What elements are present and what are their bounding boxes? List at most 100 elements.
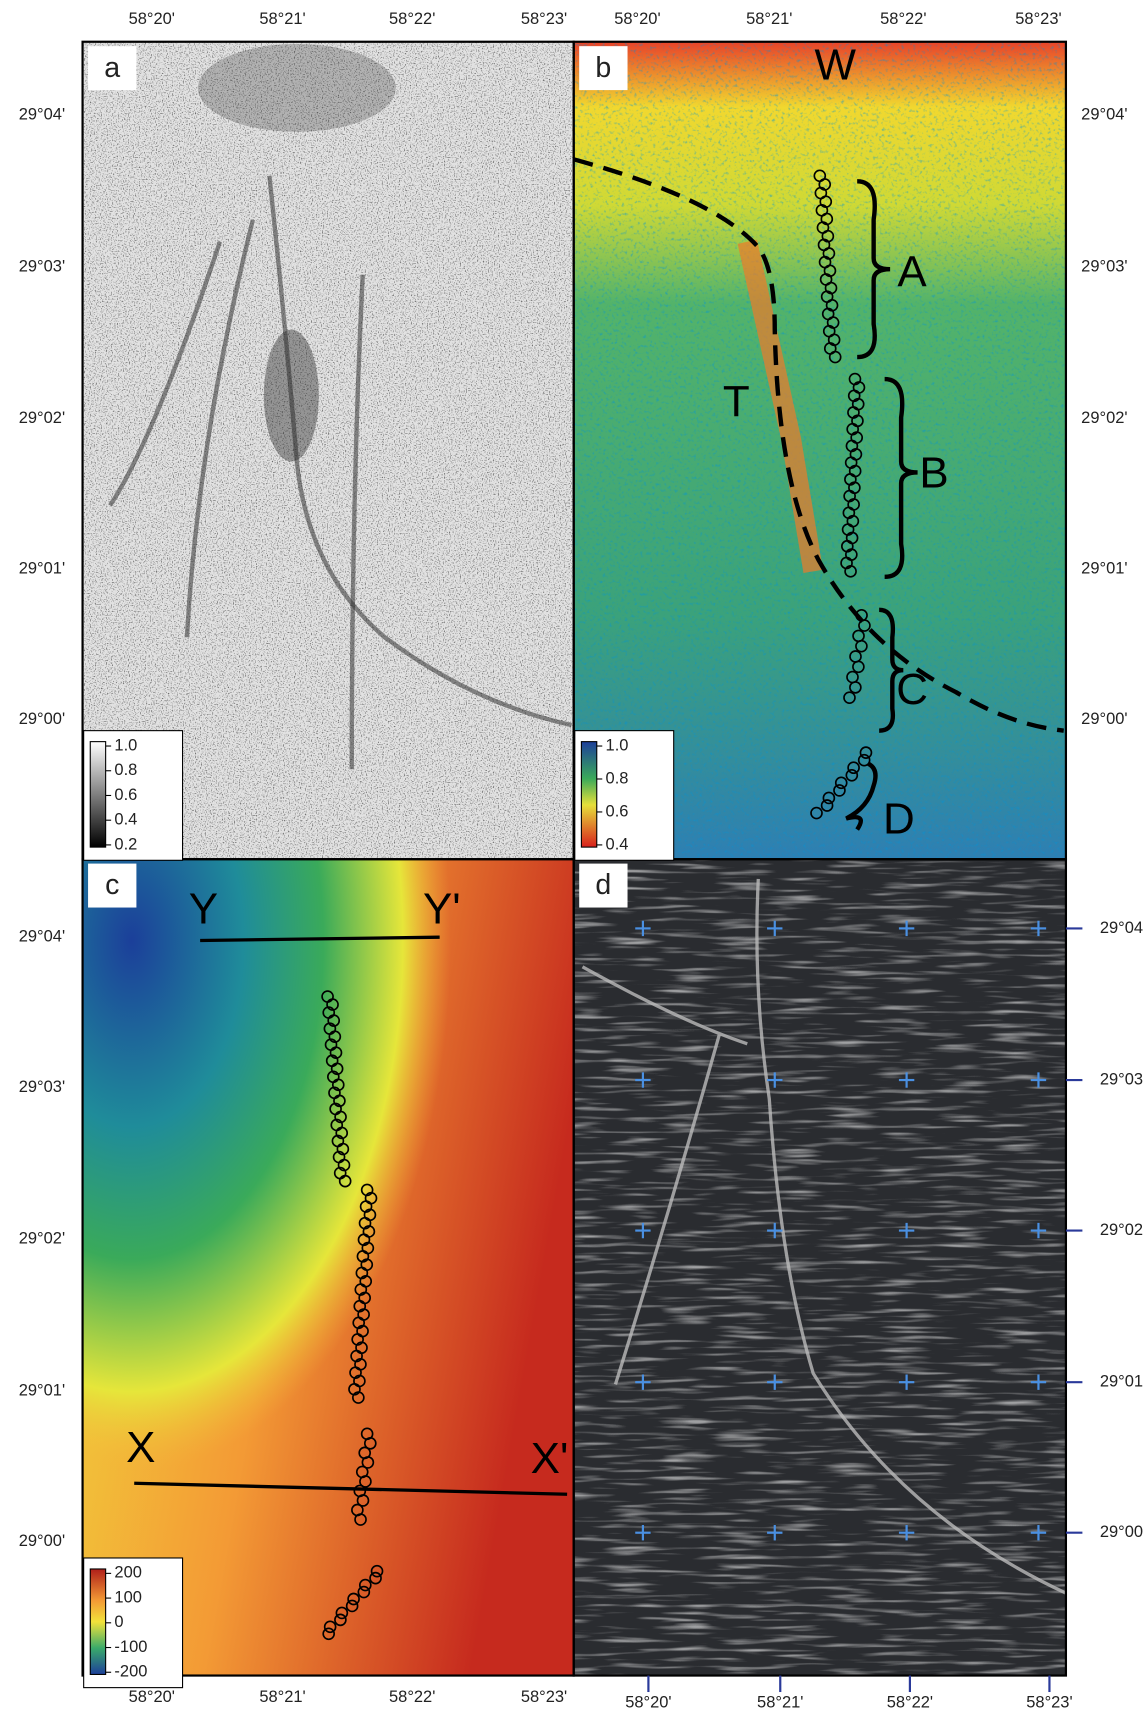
lat-label: 29°03' xyxy=(19,257,65,275)
station-markers xyxy=(321,169,873,1641)
station-marker xyxy=(356,1494,370,1507)
panel-label-box xyxy=(579,863,628,908)
station-marker xyxy=(369,1571,382,1585)
lon-label: 58°20' xyxy=(614,10,660,28)
colorbar-label: 100 xyxy=(114,1588,141,1606)
station-marker xyxy=(855,639,868,653)
station-marker xyxy=(357,1585,371,1599)
station-marker xyxy=(833,784,846,797)
colorbar xyxy=(89,741,107,848)
lat-label: 29°01' xyxy=(1100,1373,1143,1391)
brace xyxy=(856,179,891,360)
lat-label: 29°02' xyxy=(19,409,65,427)
station-marker xyxy=(810,806,823,820)
panel-label: a xyxy=(104,52,120,84)
station-marker xyxy=(361,1456,375,1469)
panel-label: b xyxy=(595,52,611,84)
station-marker xyxy=(847,761,860,775)
colorbar-label: 0.6 xyxy=(606,802,629,820)
colorbar xyxy=(89,1568,107,1675)
colorbar-label: -100 xyxy=(114,1638,147,1656)
colorbar-label: 0 xyxy=(114,1613,123,1631)
lat-label: 29°02' xyxy=(1100,1221,1143,1239)
station-marker xyxy=(370,1564,384,1578)
lon-label: 58°20' xyxy=(625,1693,671,1711)
colorbar-label: 1.0 xyxy=(114,736,137,754)
station-marker xyxy=(845,768,859,782)
lat-label: 29°02' xyxy=(19,1230,65,1248)
station-marker xyxy=(322,1627,336,1641)
colorbar-label: 1.0 xyxy=(606,736,629,754)
colorbar-label: -200 xyxy=(114,1663,147,1681)
panel-frames xyxy=(81,40,1068,1677)
station-marker xyxy=(327,1014,341,1027)
lon-label: 58°22' xyxy=(880,10,926,28)
station-marker xyxy=(857,753,871,767)
station-marker xyxy=(859,746,873,759)
lat-label: 29°04' xyxy=(19,928,65,946)
station-marker xyxy=(345,1599,359,1613)
colorbar-label: 0.4 xyxy=(114,811,137,829)
lon-label: 58°23' xyxy=(1026,1693,1072,1711)
station-marker xyxy=(363,1437,377,1450)
panel-label: d xyxy=(595,869,611,901)
station-marker xyxy=(828,350,842,364)
station-marker xyxy=(335,1606,349,1620)
grid-crosses xyxy=(635,920,1047,1541)
colorbar-label: 0.2 xyxy=(114,835,137,853)
annotation: W xyxy=(814,41,856,90)
station-marker xyxy=(358,1578,372,1592)
lon-label: 58°20' xyxy=(129,1688,175,1706)
brace xyxy=(878,607,904,733)
lon-label: 58°22' xyxy=(389,10,435,28)
lon-label: 58°20' xyxy=(129,10,175,28)
lat-label: 29°04' xyxy=(1100,919,1143,937)
panel-label-box xyxy=(579,46,628,91)
lon-label: 58°22' xyxy=(389,1688,435,1706)
colorbar xyxy=(580,741,598,848)
station-marker xyxy=(852,660,865,674)
annotation: B xyxy=(919,448,948,497)
lon-label: 58°22' xyxy=(887,1693,933,1711)
annotation: Y' xyxy=(423,885,461,934)
annotation: X xyxy=(126,1423,155,1472)
lon-label: 58°21' xyxy=(746,10,792,28)
lat-label: 29°00' xyxy=(1081,710,1127,728)
brace xyxy=(884,376,918,580)
station-marker xyxy=(335,1126,349,1140)
station-marker xyxy=(352,1391,365,1404)
lon-label: 58°23' xyxy=(521,1688,567,1706)
station-marker xyxy=(359,1475,372,1488)
colorbar-label: 0.8 xyxy=(606,769,629,787)
lat-label: 29°03' xyxy=(19,1078,65,1096)
colorbar-label: 200 xyxy=(114,1564,141,1582)
panel-label-box xyxy=(88,46,137,91)
lon-label: 58°21' xyxy=(757,1693,803,1711)
station-marker xyxy=(849,681,862,694)
lat-label: 29°04' xyxy=(19,106,65,124)
station-marker xyxy=(347,1592,360,1606)
station-marker xyxy=(822,791,836,805)
station-marker xyxy=(858,619,871,632)
station-marker xyxy=(834,776,848,790)
colorbar-label: 0.8 xyxy=(114,761,137,779)
annotation: A xyxy=(897,247,927,296)
station-marker xyxy=(330,1062,344,1076)
colorbar-label: 0.6 xyxy=(114,786,137,804)
panel-a-image xyxy=(82,41,574,860)
colorbar-label: 0.4 xyxy=(606,835,629,853)
panel-d-image xyxy=(573,859,1066,1676)
lat-label: 29°03' xyxy=(1081,257,1127,275)
lat-label: 29°01' xyxy=(19,1381,65,1399)
annotation: X' xyxy=(531,1434,569,1483)
station-marker xyxy=(336,1142,350,1156)
panel-b-image xyxy=(573,41,1066,860)
station-marker xyxy=(326,998,339,1011)
station-marker xyxy=(334,1613,347,1627)
station-marker xyxy=(337,1158,351,1172)
panel-label-box xyxy=(88,863,137,908)
lon-label: 58°21' xyxy=(259,1688,305,1706)
lat-label: 29°03' xyxy=(1100,1070,1143,1088)
lat-label: 29°00' xyxy=(19,710,65,728)
